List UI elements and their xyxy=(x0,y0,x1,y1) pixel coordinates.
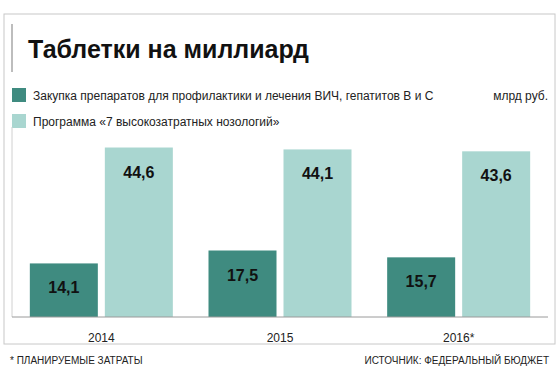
baseline xyxy=(12,317,548,318)
legend-label: Программа «7 высокозатратных нозологий» xyxy=(33,115,280,129)
bar xyxy=(30,263,98,317)
title: Таблетки на миллиард xyxy=(28,35,309,63)
bar xyxy=(284,149,352,317)
chart: Таблетки на миллиард Закупка препаратов д… xyxy=(0,0,559,380)
category-label: 2016* xyxy=(443,331,475,345)
data-label: 43,6 xyxy=(481,167,512,184)
bars xyxy=(30,148,530,317)
title-rule xyxy=(11,24,13,72)
value-range-line xyxy=(12,127,13,317)
chart-root: Таблетки на миллиард Закупка препаратов д… xyxy=(0,0,559,380)
frame xyxy=(4,14,555,344)
bar xyxy=(209,251,277,318)
data-label: 44,6 xyxy=(123,164,154,181)
footnote: * ПЛАНИРУЕМЫЕ ЗАТРАТЫ xyxy=(10,355,143,366)
legend-swatch xyxy=(12,114,26,128)
legend-label: Закупка препаратов для профилактики и ле… xyxy=(33,89,434,103)
legend-swatch xyxy=(12,88,26,102)
source: ИСТОЧНИК: ФЕДЕРАЛЬНЫЙ БЮДЖЕТ xyxy=(364,354,549,366)
data-label: 44,1 xyxy=(302,165,333,182)
bar xyxy=(387,257,455,317)
bar xyxy=(462,151,530,317)
data-label: 14,1 xyxy=(48,279,79,296)
category-label: 2014 xyxy=(88,331,115,345)
data-label: 17,5 xyxy=(227,267,258,284)
category-label: 2015 xyxy=(267,331,294,345)
unit-label: млрд руб. xyxy=(493,89,548,103)
data-label: 15,7 xyxy=(406,273,437,290)
bar xyxy=(105,148,173,317)
